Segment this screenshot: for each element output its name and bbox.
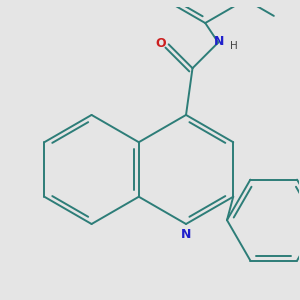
Text: N: N (181, 228, 191, 241)
Text: H: H (230, 41, 238, 51)
Text: O: O (155, 37, 166, 50)
Text: N: N (214, 35, 224, 48)
